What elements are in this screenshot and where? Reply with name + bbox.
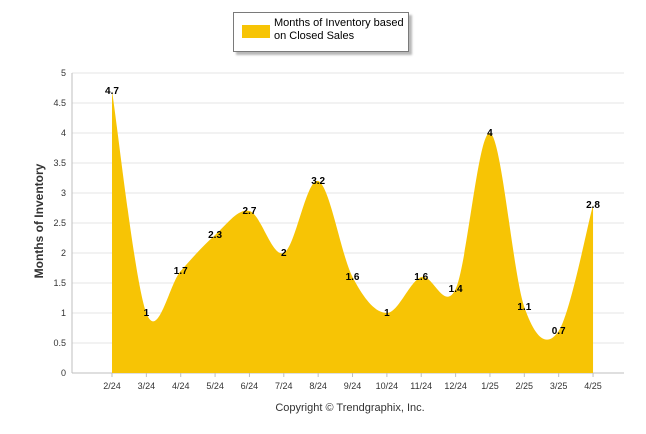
legend-label: Months of Inventory based on Closed Sale… xyxy=(274,17,404,42)
data-label: 1 xyxy=(384,308,390,319)
x-tick-label: 3/25 xyxy=(550,381,568,391)
y-axis-title: Months of Inventory xyxy=(32,163,46,279)
data-label: 2 xyxy=(281,248,287,259)
y-tick-label: 2 xyxy=(61,248,66,258)
data-label: 4 xyxy=(487,128,493,139)
x-tick-label: 5/24 xyxy=(206,381,224,391)
x-tick-label: 9/24 xyxy=(344,381,362,391)
y-tick-label: 5 xyxy=(61,68,66,78)
data-label: 3.2 xyxy=(311,176,325,187)
data-label: 1.1 xyxy=(517,302,531,313)
y-tick-label: 4 xyxy=(61,128,66,138)
legend-swatch xyxy=(242,25,270,38)
y-tick-label: 3 xyxy=(61,188,66,198)
x-tick-label: 7/24 xyxy=(275,381,293,391)
x-tick-label: 2/25 xyxy=(516,381,534,391)
data-label: 1.6 xyxy=(346,272,360,283)
x-tick-label: 1/25 xyxy=(481,381,499,391)
data-label: 2.3 xyxy=(208,230,222,241)
x-tick-label: 3/24 xyxy=(138,381,156,391)
x-tick-label: 6/24 xyxy=(241,381,259,391)
data-label: 1.6 xyxy=(414,272,428,283)
data-label: 0.7 xyxy=(552,326,566,337)
x-tick-label: 8/24 xyxy=(309,381,327,391)
data-label: 1 xyxy=(144,308,150,319)
data-label: 4.7 xyxy=(105,86,119,97)
x-tick-label: 12/24 xyxy=(444,381,467,391)
x-tick-label: 10/24 xyxy=(376,381,399,391)
x-tick-label: 2/24 xyxy=(103,381,121,391)
area-series xyxy=(112,91,594,373)
y-tick-label: 0.5 xyxy=(53,338,66,348)
data-label: 1.4 xyxy=(449,284,463,295)
y-tick-label: 2.5 xyxy=(53,218,66,228)
data-label: 2.7 xyxy=(242,206,256,217)
y-tick-label: 4.5 xyxy=(53,98,66,108)
y-tick-label: 0 xyxy=(61,368,66,378)
x-tick-label: 4/24 xyxy=(172,381,190,391)
y-tick-label: 3.5 xyxy=(53,158,66,168)
data-label: 2.8 xyxy=(586,200,600,211)
x-tick-label: 11/24 xyxy=(410,381,432,391)
copyright-footer: Copyright © Trendgraphix, Inc. xyxy=(275,402,425,414)
legend: Months of Inventory based on Closed Sale… xyxy=(233,12,409,52)
y-tick-label: 1.5 xyxy=(53,278,66,288)
data-label: 1.7 xyxy=(174,266,188,277)
x-tick-label: 4/25 xyxy=(584,381,602,391)
y-tick-label: 1 xyxy=(61,308,66,318)
